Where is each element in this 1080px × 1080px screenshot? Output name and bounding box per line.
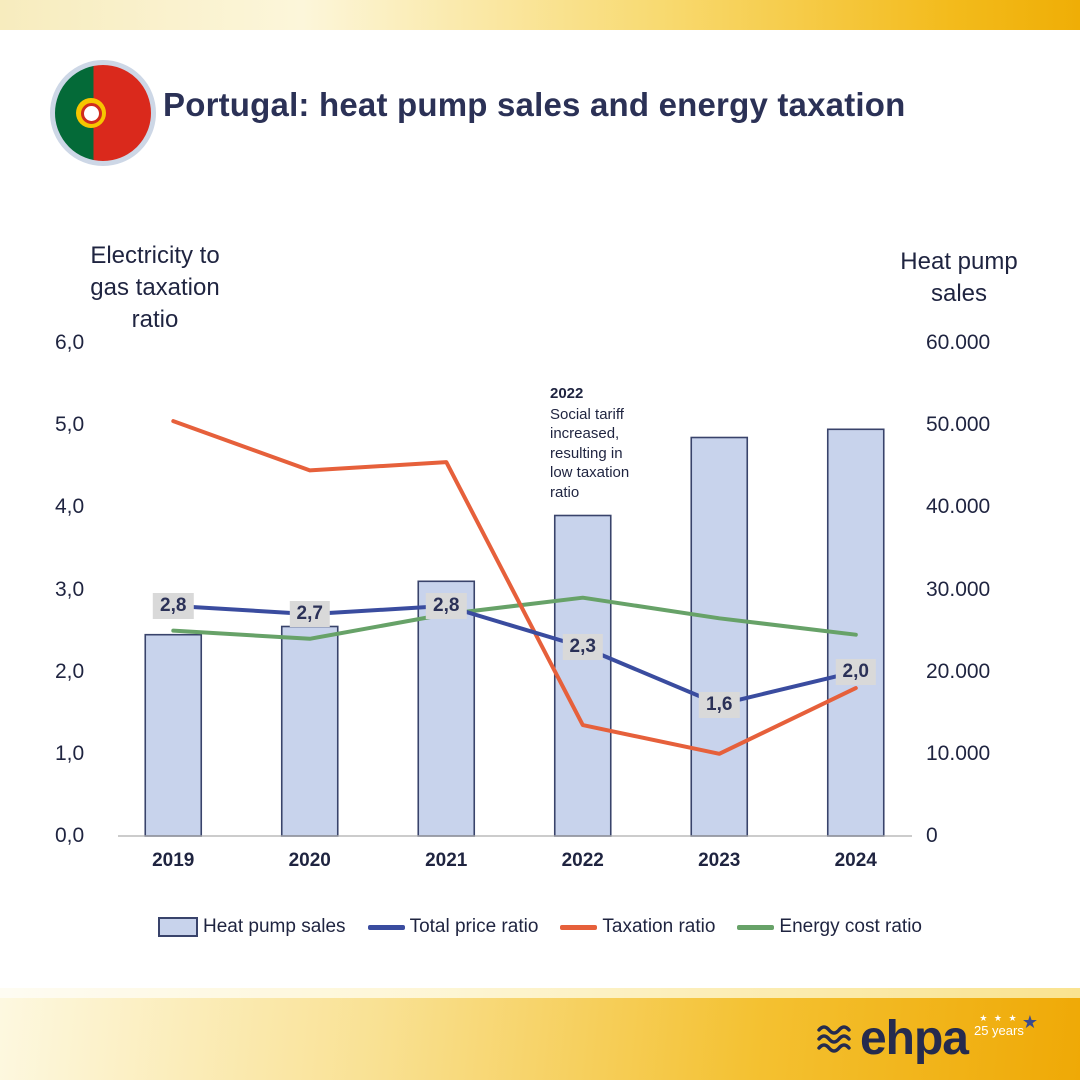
- point-label-2021: 2,8: [426, 592, 467, 619]
- x-label-2022: 2022: [561, 850, 604, 871]
- anniversary-text: 25 years: [973, 1023, 1024, 1038]
- anniversary-badge: ★ ★ ★ 25 years: [973, 1013, 1024, 1039]
- annotation-text: Social tariff increased, resulting in lo…: [550, 405, 630, 501]
- left-tick: 0,0: [55, 824, 85, 847]
- point-label-2022: 2,3: [562, 634, 603, 661]
- top-accent-bar: [0, 0, 1080, 30]
- footer-band: ehpa ★ ★ ★ 25 years ★: [0, 998, 1080, 1080]
- series-line-total-price-ratio: [171, 603, 858, 707]
- right-tick: 40.000: [926, 495, 991, 519]
- x-label-2021: 2021: [425, 850, 468, 871]
- chart-legend: Heat pump sales Total price ratio Taxation…: [0, 910, 1080, 944]
- legend-item-heat-pump-sales: Heat pump sales: [157, 916, 346, 938]
- left-tick: 3,0: [55, 577, 85, 601]
- footer-fade: [0, 988, 1080, 1000]
- legend-item-total-price-ratio: Total price ratio: [367, 916, 539, 938]
- anniversary-stars-icon: ★ ★ ★: [979, 1013, 1019, 1023]
- right-tick: 30.000: [926, 577, 991, 601]
- x-label-2023: 2023: [698, 850, 741, 871]
- right-tick: 10.000: [926, 741, 991, 765]
- bar-2023: [690, 436, 749, 837]
- series-line-taxation-ratio: [171, 419, 858, 756]
- left-tick: 6,0: [55, 331, 85, 354]
- bar-2021: [417, 580, 476, 837]
- legend-line-swatch: [737, 924, 775, 930]
- legend-item-energy-cost-ratio: Energy cost ratio: [737, 916, 922, 938]
- ehpa-logo-text: ehpa: [859, 1012, 969, 1065]
- right-tick: 0: [926, 824, 938, 847]
- page-title: Portugal: heat pump sales and energy tax…: [163, 86, 906, 123]
- left-tick: 4,0: [55, 495, 85, 519]
- logo-star-icon: ★: [1021, 1011, 1038, 1032]
- left-tick: 1,0: [55, 741, 85, 765]
- left-axis-title: Electricity to gas taxation ratio: [90, 242, 220, 334]
- legend-label: Heat pump sales: [202, 916, 346, 937]
- flag-emblem-icon: [76, 98, 107, 128]
- right-tick: 20.000: [926, 659, 991, 683]
- right-tick: 50.000: [926, 413, 991, 437]
- x-label-2019: 2019: [152, 850, 195, 871]
- legend-line-swatch: [560, 924, 598, 930]
- left-tick: 2,0: [55, 659, 85, 683]
- annotation-year: 2022: [550, 385, 584, 402]
- annotation-2022: 2022 Social tariff increased, resulting …: [550, 384, 646, 502]
- flag-emblem-shield: [80, 102, 102, 124]
- point-label-2020: 2,7: [289, 601, 330, 628]
- legend-label: Total price ratio: [409, 916, 539, 937]
- bar-2020: [280, 625, 339, 837]
- legend-bar-swatch: [157, 917, 198, 937]
- left-tick: 5,0: [55, 413, 85, 437]
- right-axis-title: Heat pump sales: [900, 248, 1018, 308]
- point-label-2019: 2,8: [153, 592, 194, 619]
- legend-label: Energy cost ratio: [779, 916, 922, 937]
- point-label-2023: 1,6: [699, 691, 740, 718]
- legend-line-swatch: [367, 924, 405, 930]
- x-label-2020: 2020: [288, 850, 331, 871]
- bar-2022: [553, 514, 612, 837]
- legend-label: Taxation ratio: [602, 916, 716, 937]
- portugal-flag-icon: [50, 60, 156, 166]
- series-line-energy-cost-ratio: [171, 595, 858, 641]
- bar-2019: [144, 633, 203, 837]
- x-label-2024: 2024: [834, 850, 877, 871]
- ehpa-wave-icon: [817, 1025, 851, 1053]
- ehpa-logo: ehpa ★ ★ ★ 25 years ★: [816, 1011, 1038, 1065]
- right-tick: 60.000: [926, 331, 991, 354]
- point-label-2024: 2,0: [835, 658, 876, 685]
- legend-item-taxation-ratio: Taxation ratio: [560, 916, 715, 938]
